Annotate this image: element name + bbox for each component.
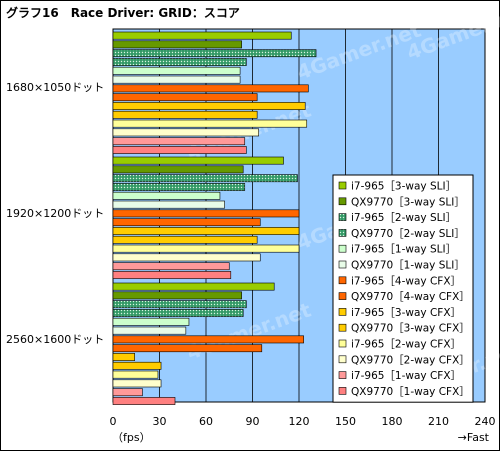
category-label: 2560×1600ドット [6,333,104,346]
legend-entry: QX9770［1-way SLI］ [351,260,465,272]
bar [112,379,162,388]
x-tick-label: 0 [110,415,117,428]
legend-swatch [338,323,347,332]
legend-entry: QX9770［2-way SLI］ [351,228,465,240]
bar [112,370,159,379]
bar [112,397,176,405]
legend-entry: i7-965［2-way CFX］ [351,339,461,351]
bar [112,75,241,84]
bar [112,84,309,93]
bar [112,191,221,200]
legend-entry: QX9770［3-way CFX］ [351,323,470,335]
bar [112,102,306,110]
bar [112,300,247,309]
bar [112,66,241,75]
bar [112,291,242,300]
x-tick-label: 210 [428,415,449,428]
bar [112,309,244,317]
legend-swatch [338,276,347,285]
bar [112,235,258,244]
legend-swatch [338,339,347,348]
bar [112,209,300,218]
legend-entry: QX9770［3-way SLI］ [351,196,465,208]
x-tick-label: 90 [246,415,260,428]
bar [112,183,246,191]
legend-entry: QX9770［4-way CFX］ [351,291,470,303]
bar [112,262,230,271]
legend-box [332,174,474,403]
x-tick-label: 240 [475,415,496,428]
x-tick-labels: 0 30 60 90 120 150 180 210 240 [110,415,496,428]
legend-swatch [338,355,347,364]
bar [112,31,292,40]
bar [112,156,284,165]
legend-entry: i7-965［3-way CFX］ [351,307,461,319]
bar [112,244,300,253]
bar [112,218,261,227]
bar [112,174,298,183]
bar [112,128,259,137]
x-axis-unit-label: （fps） [112,431,151,444]
bar [112,282,275,291]
x-tick-label: 180 [382,415,403,428]
legend-entry: i7-965［4-way CFX］ [351,275,461,287]
bar [112,119,308,128]
legend-swatch [338,260,347,269]
category-label: 1920×1200ドット [6,207,104,220]
bar [112,227,300,235]
bar [112,388,143,397]
bar [112,344,263,353]
x-tick-label: 150 [335,415,356,428]
category-label: 1680×1050ドット [6,81,104,94]
legend-entry: QX9770［2-way CFX］ [351,354,470,366]
bar [112,146,247,154]
chart-title: グラフ16 Race Driver: GRID：スコア [6,5,240,20]
legend-entry: i7-965［1-way SLI］ [351,244,456,256]
legend-entry: i7-965［3-way SLI］ [351,181,456,193]
x-tick-label: 30 [153,415,167,428]
bar [112,165,244,174]
x-tick-label: 60 [199,415,213,428]
legend-swatch [338,213,347,221]
legend-entry: i7-965［2-way SLI］ [351,212,456,224]
legend-swatch [338,387,347,395]
bar [112,93,258,102]
legend-swatch [338,371,347,379]
bar [112,110,258,119]
x-tick-label: 120 [289,415,310,428]
bar [112,361,162,370]
legend: i7-965［3-way SLI］ QX9770［3-way SLI］ i7-965… [332,174,474,403]
legend-swatch [338,197,347,206]
legend-swatch [338,181,347,190]
legend-swatch [338,244,347,253]
bar [112,253,261,262]
bar [112,200,225,209]
legend-swatch [338,292,347,300]
bars-group [112,31,317,405]
bar [112,137,246,146]
bar [112,40,242,49]
x-axis-direction-label: →Fast [458,431,490,444]
bar [112,58,247,66]
category-labels: 1680×1050ドット 1920×1200ドット 2560×1600ドット [6,81,104,346]
legend-swatch [338,229,347,237]
bar [112,49,317,58]
bar [112,317,190,326]
bar [112,335,304,344]
legend-swatch [338,308,347,316]
bar [112,326,187,335]
bar [112,353,136,361]
bar [112,271,232,279]
legend-entry: QX9770［1-way CFX］ [351,386,470,398]
legend-entry: i7-965［1-way CFX］ [351,370,461,382]
